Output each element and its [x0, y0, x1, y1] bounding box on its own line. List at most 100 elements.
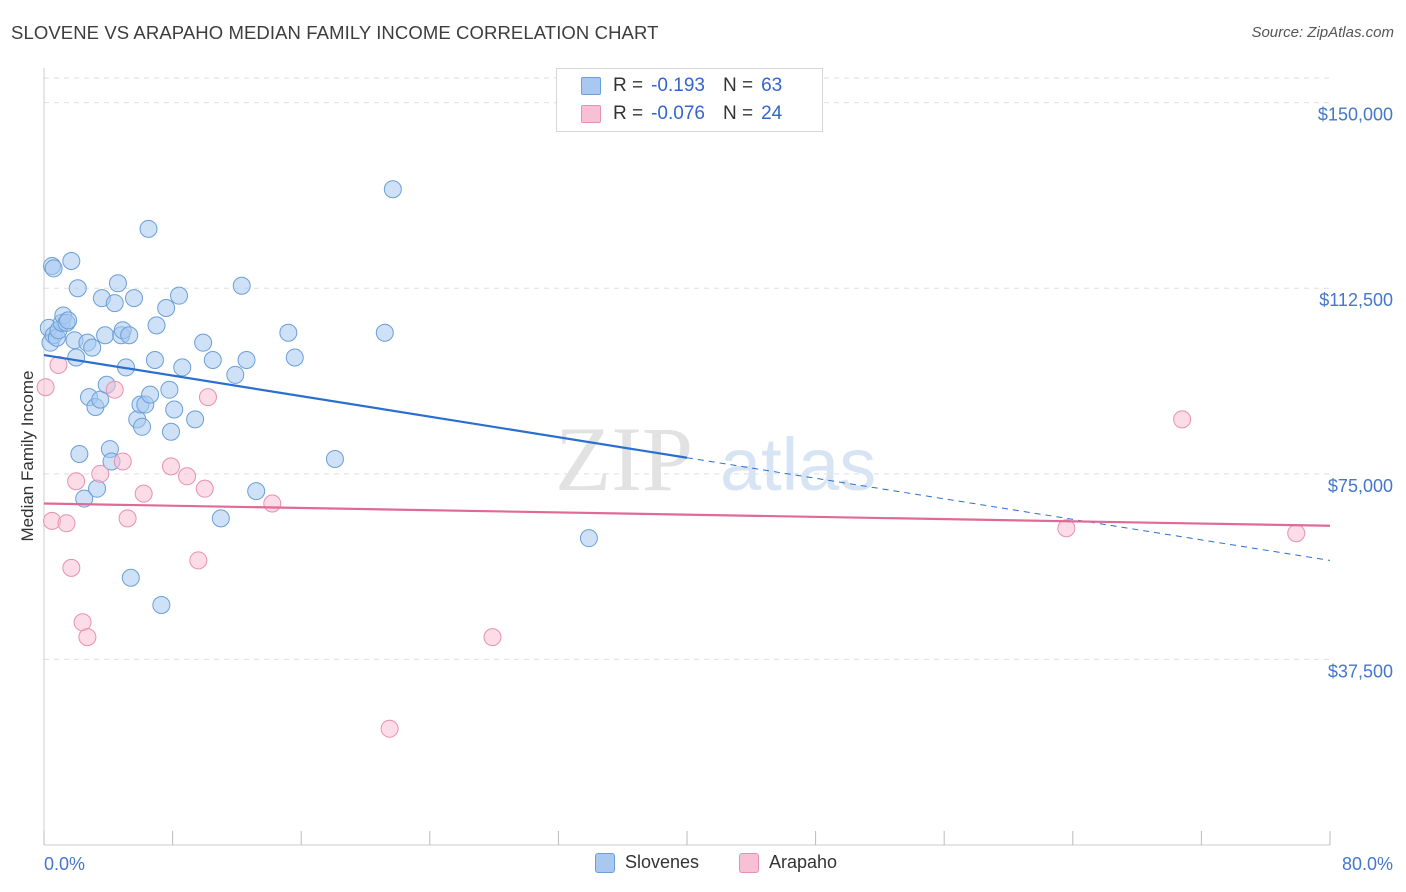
legend-swatch-arapaho — [581, 105, 601, 123]
legend-n-label: N = — [722, 75, 754, 96]
point-slovenes — [325, 449, 344, 468]
legend-r-label: R = — [613, 103, 644, 124]
y-tick-label: $150,000 — [1318, 105, 1393, 125]
y-tick-label: $37,500 — [1328, 661, 1393, 681]
series-label-arapaho: Arapaho — [769, 852, 838, 872]
point-arapaho — [91, 464, 110, 483]
legend-row-slovenes: R = -0.193 N = 63 — [581, 73, 782, 99]
point-arapaho — [113, 452, 132, 471]
x-tick-label-min: 0.0% — [44, 854, 85, 874]
point-arapaho — [1287, 524, 1306, 543]
trendline-slovenes-extension — [686, 457, 1331, 561]
point-arapaho — [78, 628, 97, 647]
point-arapaho — [36, 378, 55, 397]
point-slovenes — [141, 385, 160, 404]
correlation-legend: R = -0.193 N = 63 R = -0.076 N = 24 — [556, 68, 823, 132]
point-slovenes — [152, 595, 171, 614]
legend-swatch-slovenes — [581, 77, 601, 95]
point-arapaho — [198, 388, 217, 407]
point-slovenes — [83, 338, 102, 357]
point-slovenes — [161, 422, 180, 441]
legend-r-value: -0.193 — [651, 75, 705, 96]
point-slovenes — [105, 294, 124, 313]
legend-r-value: -0.076 — [651, 103, 705, 124]
point-slovenes — [121, 568, 140, 587]
point-arapaho — [67, 472, 86, 491]
point-slovenes — [279, 323, 298, 342]
point-slovenes — [96, 326, 115, 345]
point-slovenes — [173, 358, 192, 377]
point-slovenes — [139, 219, 158, 238]
series-legend-arapaho: Arapaho — [739, 852, 837, 873]
point-slovenes — [211, 509, 230, 528]
point-slovenes — [133, 417, 152, 436]
point-slovenes — [147, 316, 166, 335]
legend-r-label: R = — [613, 75, 644, 96]
watermark-atlas: atlas — [720, 423, 876, 506]
point-arapaho — [105, 380, 124, 399]
point-slovenes — [125, 289, 144, 308]
point-slovenes — [237, 350, 256, 369]
legend-row-arapaho: R = -0.076 N = 24 — [581, 101, 782, 127]
point-slovenes — [68, 279, 87, 298]
y-axis-label: Median Family Income — [18, 370, 37, 541]
point-arapaho — [1173, 410, 1192, 429]
point-slovenes — [67, 348, 86, 367]
point-slovenes — [145, 350, 164, 369]
series-swatch-slovenes — [595, 852, 615, 873]
point-slovenes — [186, 410, 205, 429]
point-slovenes — [232, 276, 251, 295]
watermark: ZIP atlas — [555, 408, 876, 510]
point-slovenes — [70, 445, 89, 464]
point-slovenes — [579, 529, 598, 548]
point-arapaho — [1057, 519, 1076, 538]
point-slovenes — [59, 311, 78, 330]
chart-title: SLOVENE VS ARAPAHO MEDIAN FAMILY INCOME … — [11, 22, 659, 43]
point-slovenes — [44, 259, 63, 278]
legend-n-value: 24 — [761, 103, 783, 124]
point-slovenes — [285, 348, 304, 367]
point-slovenes — [120, 326, 139, 345]
point-slovenes — [88, 479, 107, 498]
series-legend-slovenes: Slovenes — [595, 852, 699, 873]
point-arapaho — [189, 551, 208, 570]
trendline-slovenes — [43, 353, 688, 459]
point-arapaho — [195, 479, 214, 498]
point-slovenes — [375, 323, 394, 342]
series-swatch-arapaho — [739, 852, 759, 873]
y-tick-label: $112,500 — [1319, 290, 1393, 310]
point-slovenes — [62, 252, 81, 271]
series-label-slovenes: Slovenes — [625, 852, 700, 872]
point-slovenes — [91, 390, 110, 409]
point-slovenes — [75, 489, 94, 508]
point-arapaho — [380, 719, 399, 738]
trendline-arapaho — [43, 502, 1331, 527]
legend-n-label: N = — [722, 103, 754, 124]
point-slovenes — [165, 400, 184, 419]
point-slovenes — [108, 274, 127, 293]
point-slovenes — [226, 365, 245, 384]
source-label: Source: ZipAtlas.com — [1251, 24, 1394, 41]
point-slovenes — [160, 380, 179, 399]
axis-layer — [43, 68, 1331, 846]
point-arapaho — [118, 509, 137, 528]
y-tick-label: $75,000 — [1328, 476, 1393, 496]
point-slovenes — [157, 299, 176, 318]
x-tick-label-max: 80.0% — [1342, 854, 1393, 874]
label-layer: $37,500 $75,000 $112,500 $150,000 0.0% 80.0% M… — [18, 105, 1393, 874]
point-arapaho — [263, 494, 282, 513]
point-arapaho — [62, 558, 81, 577]
point-slovenes — [194, 333, 213, 352]
point-arapaho — [161, 457, 180, 476]
point-arapaho — [483, 628, 502, 647]
trend-layer — [43, 353, 1331, 561]
legend-n-value: 63 — [761, 75, 783, 96]
point-slovenes — [383, 180, 402, 199]
point-arapaho — [178, 467, 197, 486]
point-arapaho — [57, 514, 76, 533]
point-slovenes — [247, 482, 266, 501]
point-slovenes — [203, 350, 222, 369]
watermark-zip: ZIP — [555, 408, 693, 510]
points-layer — [36, 180, 1306, 738]
